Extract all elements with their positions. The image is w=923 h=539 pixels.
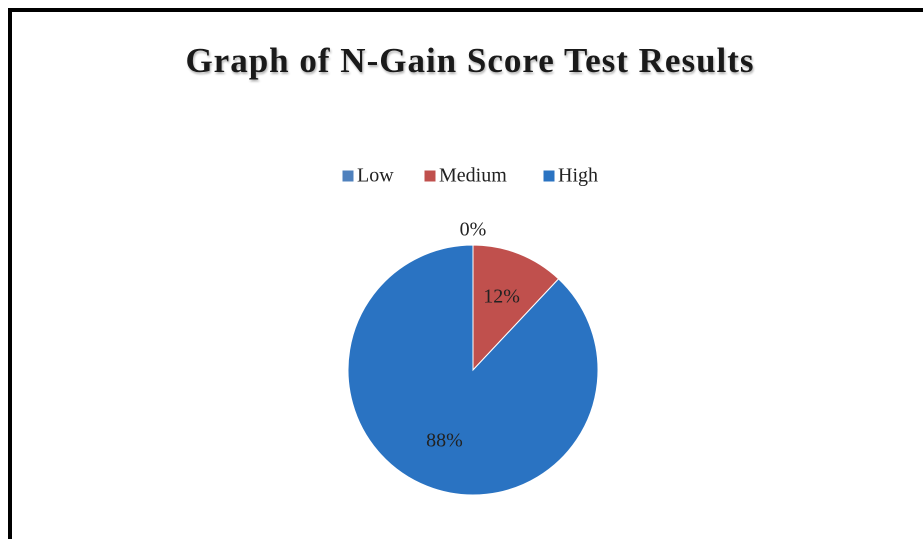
data-label: 0% [460,219,487,241]
data-label: 88% [426,430,463,452]
pie-slice [347,244,599,496]
pie-slice [472,244,560,372]
legend-label: Low [357,165,394,187]
legend-swatch [423,169,437,183]
chart-frame [8,8,923,539]
legend-label: Medium [439,165,507,187]
chart-title: Graph of N-Gain Score Test Results [185,41,755,80]
legend-swatch [341,169,355,183]
data-label: 12% [483,286,520,308]
legend-swatch [542,169,556,183]
legend-label: High [558,165,598,187]
